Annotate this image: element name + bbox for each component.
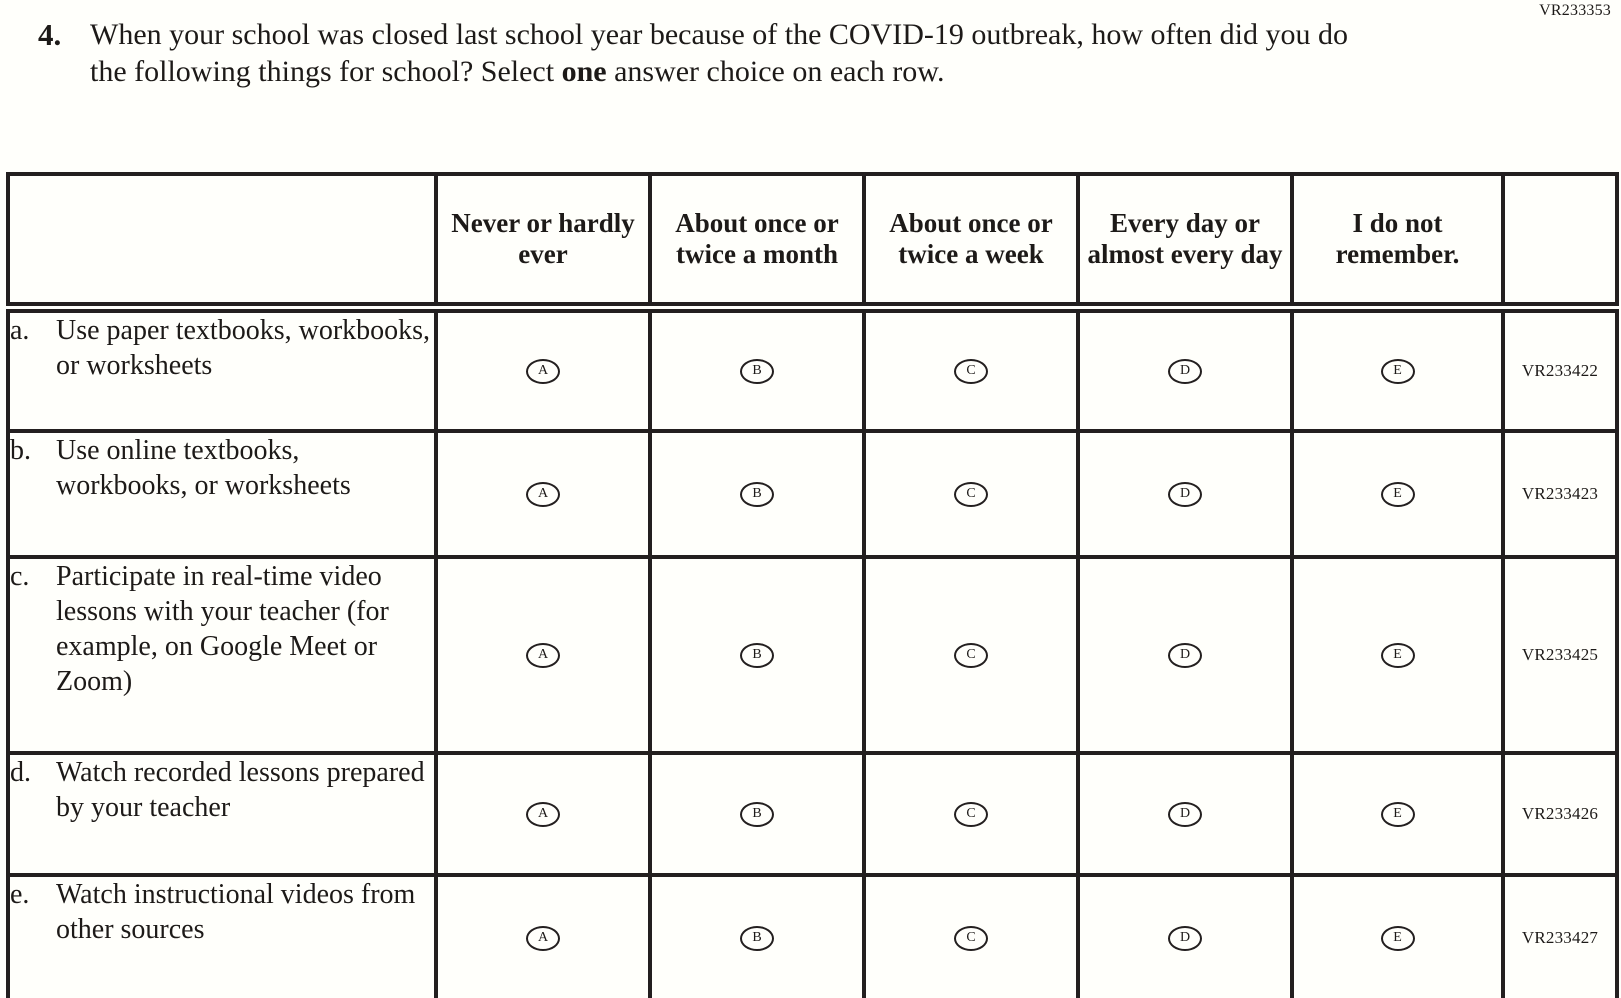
answer-bubble-b[interactable]: B: [740, 358, 774, 384]
answer-bubble-d[interactable]: D: [1168, 801, 1202, 827]
row-code: VR233422: [1501, 305, 1619, 433]
answer-bubble-e[interactable]: E: [1380, 925, 1415, 951]
row-text: Watch recorded lessons prepared by your …: [56, 757, 425, 823]
row-label: c.: [10, 561, 30, 592]
answer-bubble-a[interactable]: A: [526, 481, 560, 507]
answer-bubble-a[interactable]: A: [526, 358, 560, 384]
row-label: a.: [10, 315, 30, 346]
answer-bubble-b[interactable]: B: [740, 642, 774, 668]
header-once-twice-month: About once or twice a month: [648, 172, 866, 313]
row-text: Use online textbooks, workbooks, or work…: [56, 435, 351, 501]
answer-bubble-c[interactable]: C: [954, 481, 988, 507]
page-form-code: VR233353: [1539, 2, 1611, 19]
row-text: Use paper textbooks, workbooks, or works…: [56, 315, 431, 381]
answer-bubble-d[interactable]: D: [1168, 925, 1202, 951]
row-label: e.: [10, 879, 30, 910]
header-do-not-remember: I do not remember.: [1290, 172, 1505, 313]
row-code: VR233423: [1501, 429, 1619, 559]
question-text-before: When your school was closed last school …: [90, 18, 1349, 88]
answer-bubble-b[interactable]: B: [740, 925, 774, 951]
answer-bubble-b[interactable]: B: [740, 801, 774, 827]
answer-bubble-c[interactable]: C: [954, 801, 988, 827]
row-text: Watch instructional videos from other so…: [56, 879, 416, 945]
answer-bubble-b[interactable]: B: [740, 481, 774, 507]
header-never-or-hardly-ever: Never or hardly ever: [434, 172, 652, 313]
table-row-b: b. Use online textbooks, workbooks, or wo…: [6, 429, 1619, 559]
answer-bubble-d[interactable]: D: [1168, 642, 1202, 668]
row-text: Participate in real-time video lessons w…: [56, 561, 389, 697]
table-row-e: e. Watch instructional videos from other …: [6, 873, 1619, 998]
answer-bubble-a[interactable]: A: [526, 925, 560, 951]
table-row-c: c. Participate in real-time video lessons…: [6, 555, 1619, 755]
table-row-d: d. Watch recorded lessons prepared by you…: [6, 751, 1619, 877]
table-row-a: a. Use paper textbooks, workbooks, or wor…: [6, 305, 1619, 433]
answer-bubble-e[interactable]: E: [1380, 481, 1415, 507]
row-label: b.: [10, 435, 31, 466]
question-text-after: answer choice on each row.: [606, 55, 945, 88]
row-code: VR233425: [1501, 555, 1619, 755]
header-code-blank: [1501, 172, 1619, 313]
row-code: VR233426: [1501, 751, 1619, 877]
answer-bubble-d[interactable]: D: [1168, 481, 1202, 507]
answer-bubble-e[interactable]: E: [1380, 801, 1415, 827]
header-every-day: Every day or almost every day: [1076, 172, 1294, 313]
header-once-twice-week: About once or twice a week: [862, 172, 1080, 313]
answer-bubble-a[interactable]: A: [526, 642, 560, 668]
row-code: VR233427: [1501, 873, 1619, 998]
answer-bubble-c[interactable]: C: [954, 642, 988, 668]
question-block: 4. When your school was closed last scho…: [38, 16, 1398, 90]
answer-bubble-d[interactable]: D: [1168, 358, 1202, 384]
question-text: When your school was closed last school …: [90, 16, 1380, 90]
response-grid: Never or hardly ever About once or twice…: [6, 172, 1619, 998]
answer-bubble-c[interactable]: C: [954, 358, 988, 384]
answer-bubble-a[interactable]: A: [526, 801, 560, 827]
answer-bubble-e[interactable]: E: [1380, 642, 1415, 668]
answer-bubble-c[interactable]: C: [954, 925, 988, 951]
row-label: d.: [10, 757, 31, 788]
question-bold-word: one: [561, 55, 607, 88]
question-number: 4.: [38, 17, 62, 52]
answer-bubble-e[interactable]: E: [1380, 358, 1415, 384]
header-row: Never or hardly ever About once or twice…: [6, 172, 1619, 313]
header-item-blank: [6, 172, 438, 313]
